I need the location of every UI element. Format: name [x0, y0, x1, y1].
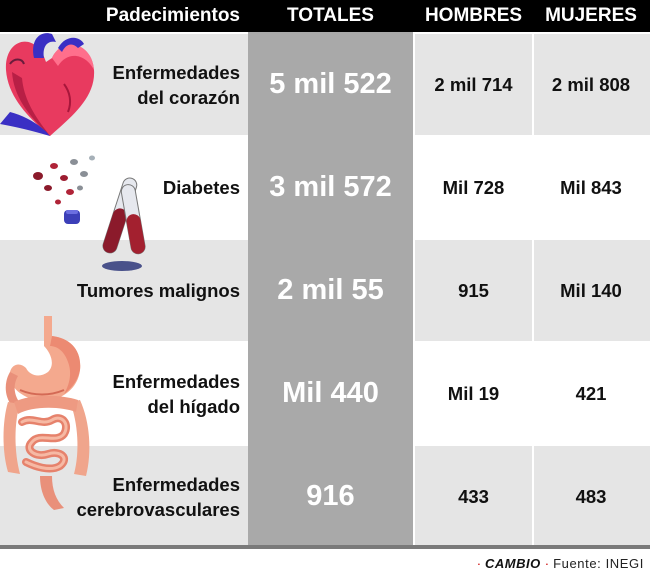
brand-logo: CAMBIO: [485, 556, 541, 571]
footer: · CAMBIO · Fuente: INEGI: [473, 553, 644, 575]
header-totales: TOTALES: [287, 5, 374, 26]
hombres-value: Mil 728: [442, 176, 505, 198]
row-label: Diabetes: [0, 137, 248, 238]
source-text: Fuente: INEGI: [553, 556, 644, 571]
mujeres-value: 483: [575, 485, 607, 507]
table-row: Enfermedades del corazón 5 mil 522 2 mil …: [0, 34, 650, 135]
table-row: Tumores malignos 2 mil 55 915 Mil 140: [0, 240, 650, 341]
row-label-line: Tumores malignos: [76, 280, 240, 301]
mujeres-value: Mil 843: [560, 176, 622, 198]
mujeres-value: 2 mil 808: [551, 73, 631, 95]
bottom-rule: [0, 545, 650, 549]
hombres-value: 915: [458, 279, 489, 301]
total-value: 2 mil 55: [277, 274, 384, 306]
row-label: Enfermedades del corazón: [0, 34, 248, 135]
mujeres-value: 421: [575, 382, 607, 404]
table-row: Diabetes 3 mil 572 Mil 728 Mil 843: [0, 137, 650, 238]
totals-column: [248, 32, 413, 545]
row-label-line: del hígado: [147, 395, 241, 417]
total-value: 916: [306, 480, 355, 512]
row-label: Enfermedades cerebrovasculares: [0, 446, 248, 547]
table-header: Padecimientos TOTALES HOMBRES MUJERES: [0, 0, 650, 32]
hombres-value: 2 mil 714: [434, 73, 513, 95]
header-hombres: HOMBRES: [424, 5, 523, 26]
separator-dot: ·: [544, 556, 550, 571]
mujeres-value: Mil 140: [560, 279, 622, 301]
row-label-line: Enfermedades: [112, 473, 241, 495]
row-label-line: Enfermedades: [112, 61, 241, 83]
row-label: Tumores malignos: [0, 240, 248, 341]
total-value: 5 mil 522: [269, 68, 392, 100]
row-label-line: Diabetes: [162, 177, 240, 198]
row-label: Enfermedades del hígado: [0, 343, 248, 444]
total-value: 3 mil 572: [269, 171, 392, 203]
hombres-value: 433: [458, 485, 489, 507]
column-divider: [413, 34, 415, 545]
row-label-line: cerebrovasculares: [76, 498, 240, 520]
header-padecimientos: Padecimientos: [105, 5, 240, 26]
header-mujeres: MUJERES: [545, 5, 637, 26]
table-row: Enfermedades cerebrovasculares 916 433 48…: [0, 446, 650, 547]
total-value: Mil 440: [282, 377, 379, 409]
row-label-line: Enfermedades: [112, 370, 241, 392]
row-label-line: del corazón: [137, 86, 240, 108]
table-row: Enfermedades del hígado Mil 440 Mil 19 42…: [0, 343, 650, 444]
separator-dot: ·: [476, 556, 482, 571]
hombres-value: Mil 19: [447, 382, 500, 404]
column-divider: [532, 34, 534, 545]
